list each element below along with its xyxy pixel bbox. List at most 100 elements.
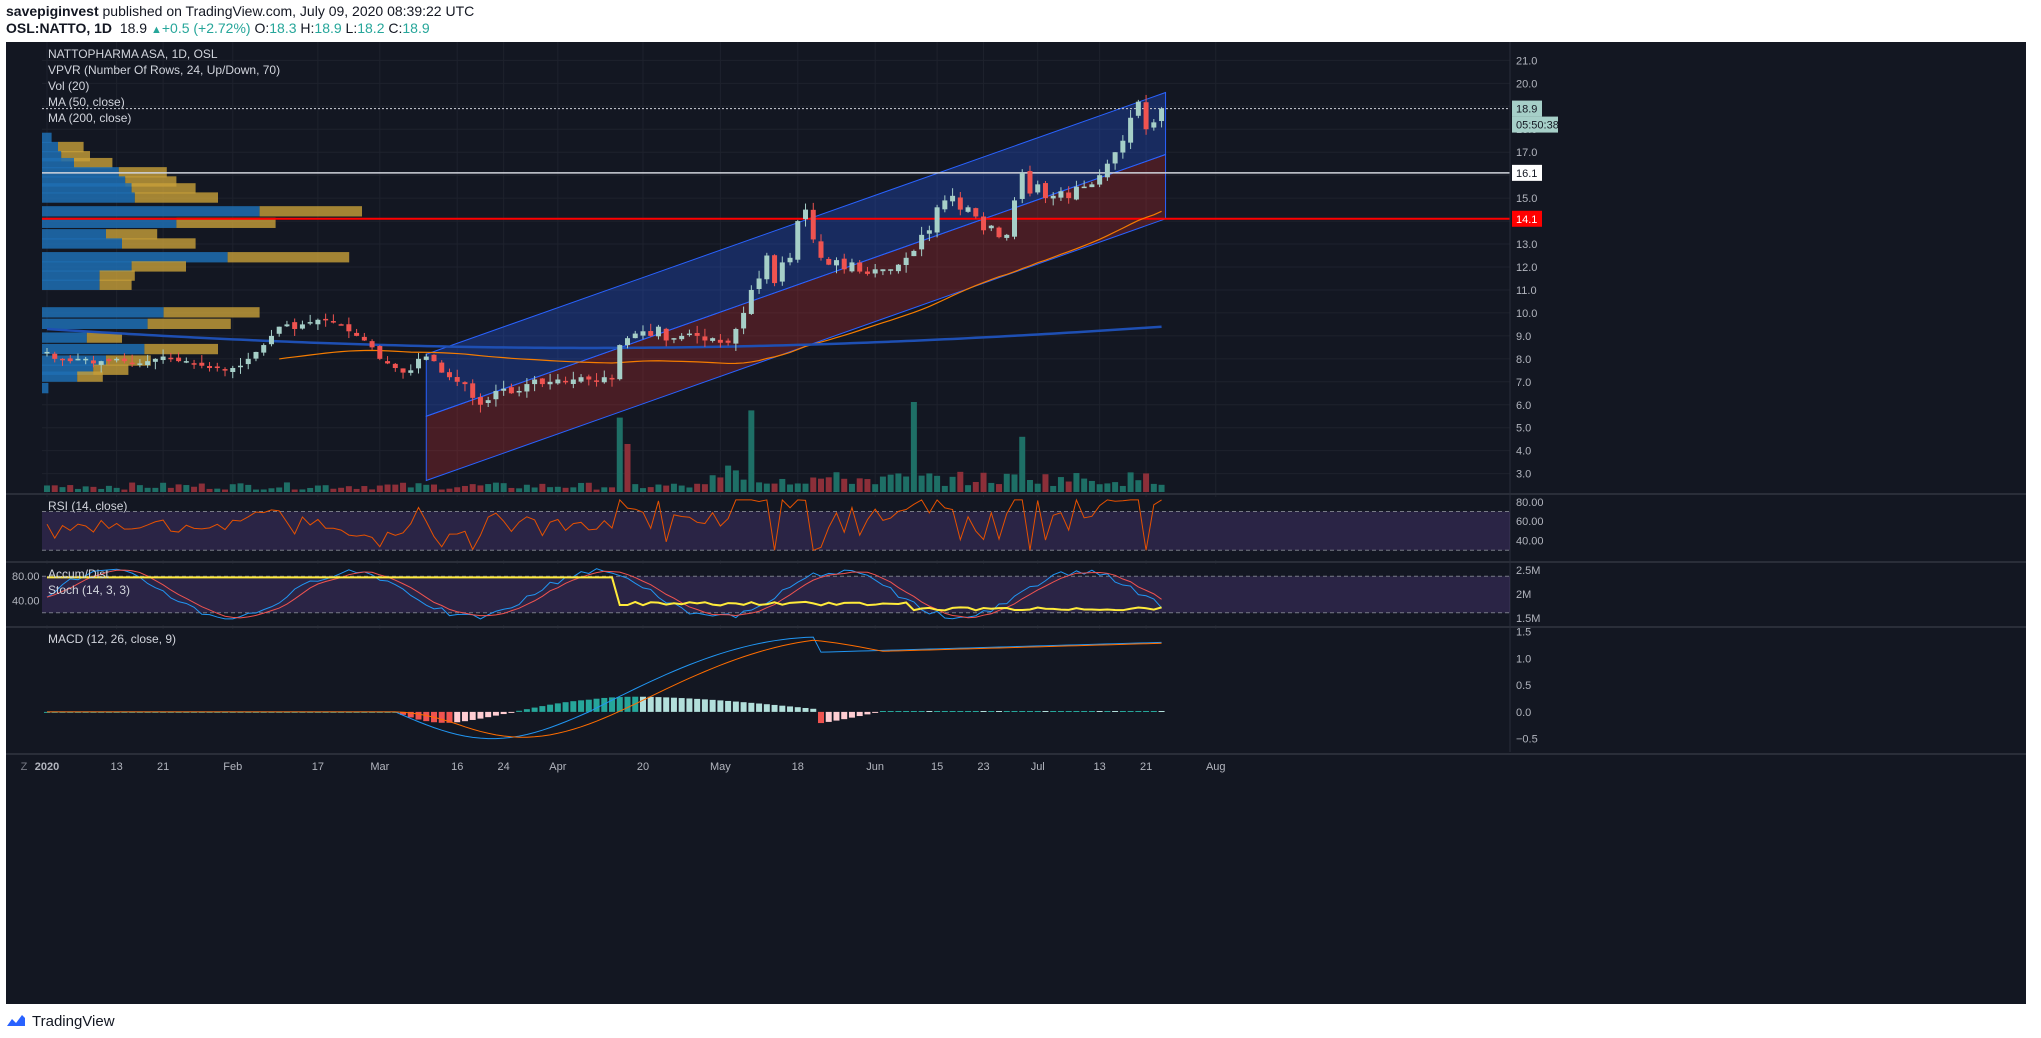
open-label: O: <box>254 20 270 36</box>
macd-hist-121 <box>980 711 987 712</box>
macd-hist-47 <box>407 711 414 718</box>
macd-hist-100 <box>818 711 824 724</box>
macd-hist-105 <box>856 711 863 717</box>
volume-bar-35 <box>314 485 321 492</box>
volume-bar-138 <box>1112 482 1119 492</box>
candle-124 <box>1004 234 1010 238</box>
candle-114 <box>926 230 932 234</box>
volume-bar-139 <box>1119 485 1126 492</box>
macd-hist-51 <box>438 711 445 723</box>
macd-hist-79 <box>655 697 662 712</box>
volume-bar-67 <box>562 487 569 492</box>
macd-hist-129 <box>1042 711 1049 712</box>
volume-bar-116 <box>941 485 948 492</box>
macd-hist-134 <box>1081 711 1088 712</box>
candle-41 <box>361 336 367 341</box>
volume-bar-50 <box>431 484 437 492</box>
volume-bar-45 <box>392 484 399 492</box>
volume-bar-3 <box>67 485 74 492</box>
macd-hist-131 <box>1057 711 1064 712</box>
volume-bar-31 <box>283 482 290 492</box>
vpvr-up-21 <box>42 364 94 375</box>
date-tick-16: 13 <box>1094 761 1106 773</box>
candle-97 <box>795 221 801 260</box>
macd-hist-92 <box>756 703 763 712</box>
candle-50 <box>431 354 437 362</box>
rsi-tick-2: 40.00 <box>1516 536 1544 548</box>
volume-bar-144 <box>1158 484 1165 492</box>
volume-bar-88 <box>725 465 732 492</box>
macd-hist-70 <box>585 699 592 712</box>
volume-bar-26 <box>245 484 252 492</box>
vpvr-down-17 <box>147 318 231 329</box>
price-tick-6: 15.0 <box>1516 193 1537 205</box>
macd-tick-3: 0.0 <box>1516 707 1531 719</box>
volume-bar-55 <box>469 484 476 492</box>
volume-bar-131 <box>1057 477 1064 492</box>
volume-bar-23 <box>222 489 229 492</box>
macd-hist-54 <box>461 711 468 722</box>
price-tick-0: 21.0 <box>1516 55 1537 67</box>
candle-1 <box>52 353 58 359</box>
accum-dist-line <box>47 576 1162 612</box>
legend-item-2: MA (50, close) <box>48 95 125 109</box>
candle-100 <box>818 241 824 258</box>
volume-bar-53 <box>454 487 461 492</box>
price-tick-14: 7.0 <box>1516 377 1531 389</box>
candle-81 <box>671 338 677 340</box>
volume-bar-14 <box>152 487 159 492</box>
volume-bar-73 <box>609 487 616 492</box>
volume-bar-44 <box>384 484 391 492</box>
candle-123 <box>996 227 1002 238</box>
candle-91 <box>748 289 754 314</box>
candle-28 <box>261 345 267 353</box>
volume-bar-128 <box>1034 483 1041 492</box>
macd-hist-125 <box>1011 711 1018 712</box>
volume-bar-5 <box>82 486 89 492</box>
date-tick-5: Mar <box>370 761 389 773</box>
volume-bar-7 <box>98 488 105 492</box>
volume-bar-58 <box>492 482 499 492</box>
volume-bar-60 <box>508 487 515 492</box>
vpvr-up-0 <box>42 132 52 144</box>
macd-hist-141 <box>1135 711 1142 712</box>
volume-bar-118 <box>957 471 964 492</box>
volume-bar-9 <box>113 487 120 492</box>
vpvr-up-2 <box>42 151 62 162</box>
candle-117 <box>950 195 956 202</box>
date-tick-9: 20 <box>637 761 649 773</box>
candle-23 <box>222 369 228 371</box>
macd-label: MACD (12, 26, close, 9) <box>48 632 176 646</box>
publisher-name: savepiginvest <box>6 3 99 19</box>
candle-127 <box>1027 171 1033 194</box>
chart-canvas[interactable]: 21.020.019.018.017.016.015.014.013.012.0… <box>6 42 2026 1004</box>
candle-55 <box>470 383 476 398</box>
candle-82 <box>679 335 685 340</box>
candle-99 <box>810 209 816 240</box>
candle-21 <box>207 366 213 369</box>
symbol-info: OSL:NATTO, 1D 18.9 ▲+0.5 (+2.72%) O:18.3… <box>6 20 430 36</box>
volume-bar-117 <box>949 476 956 492</box>
volume-bar-110 <box>895 473 902 492</box>
vpvr-up-15 <box>42 279 100 290</box>
macd-hist-108 <box>879 711 886 712</box>
date-tick-12: Jun <box>866 761 884 773</box>
candle-48 <box>416 358 422 369</box>
volume-bar-54 <box>461 485 468 492</box>
macd-hist-61 <box>516 710 523 712</box>
macd-hist-73 <box>609 697 616 712</box>
candle-59 <box>501 388 507 391</box>
candle-73 <box>609 377 615 380</box>
vpvr-down-9 <box>176 217 276 228</box>
macd-hist-78 <box>647 696 654 712</box>
tradingview-footer[interactable]: TradingView <box>6 1010 115 1032</box>
price-tick-9: 12.0 <box>1516 262 1537 274</box>
vpvr-down-10 <box>106 229 158 240</box>
macd-hist-75 <box>624 696 631 712</box>
candle-67 <box>563 380 569 383</box>
candle-64 <box>539 378 545 385</box>
volume-bar-12 <box>136 485 143 492</box>
macd-hist-115 <box>934 711 941 712</box>
volume-bar-56 <box>477 485 484 492</box>
volume-bar-42 <box>369 489 376 492</box>
